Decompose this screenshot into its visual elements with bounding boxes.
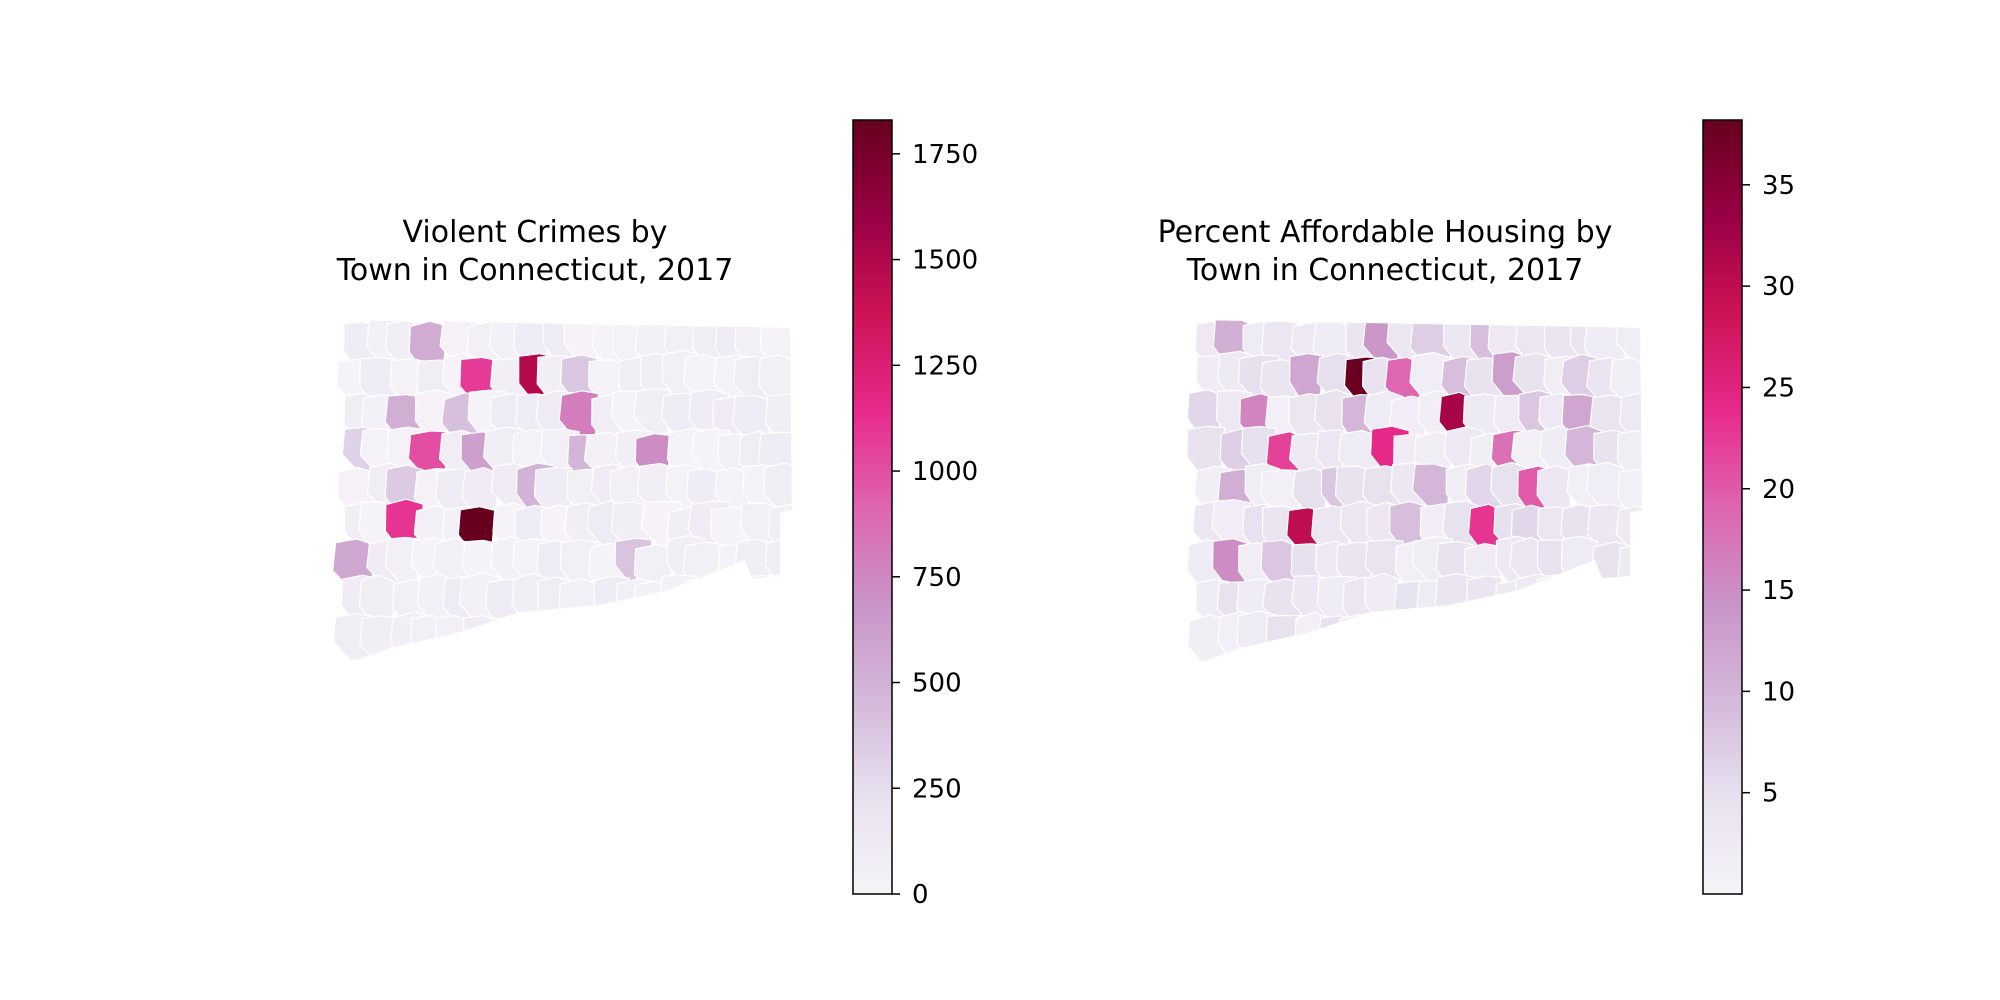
- town-polygon: [758, 354, 792, 407]
- town-polygon: [757, 617, 792, 667]
- colorbar-tick-label: 1500: [912, 246, 978, 276]
- colorbar-tick-label: 10: [1762, 677, 1795, 707]
- colorbar-tick-label: 15: [1762, 576, 1795, 606]
- town-polygon: [763, 462, 792, 514]
- town-polygon: [1467, 612, 1508, 664]
- town-polygon: [1317, 615, 1355, 668]
- town-polygon: [1617, 469, 1642, 518]
- affordable-housing-map-title: Percent Affordable Housing by Town in Co…: [1040, 214, 1730, 290]
- town-polygon: [693, 610, 734, 661]
- town-polygon: [663, 611, 706, 660]
- town-polygon: [1617, 544, 1642, 598]
- colorbar-tick-label: 30: [1762, 272, 1795, 302]
- town-polygon: [1616, 429, 1642, 483]
- town-polygon: [1360, 613, 1402, 669]
- town-polygon: [591, 614, 631, 665]
- colorbar-tick-label: 750: [912, 563, 962, 593]
- town-polygon: [658, 574, 698, 621]
- town-polygon: [1567, 612, 1608, 661]
- town-polygon: [1494, 580, 1531, 630]
- town-polygon: [1514, 573, 1556, 623]
- violent-crimes-title-line-2: Town in Connecticut, 2017: [336, 253, 734, 288]
- affordable-housing-map: [1186, 320, 1642, 670]
- violent-crimes-colorbar: 0 250 500 750 1000 1250 1500 1750: [852, 119, 978, 910]
- town-polygon: [1592, 615, 1631, 665]
- colorbar-tick-label: 250: [912, 774, 962, 804]
- town-polygon: [1544, 616, 1583, 666]
- town-polygon: [1412, 612, 1449, 666]
- affordable-housing-title-line-2: Town in Connecticut, 2017: [1186, 253, 1584, 288]
- town-polygon: [1337, 613, 1377, 662]
- violent-crimes-map-title: Violent Crimes by Town in Connecticut, 2…: [190, 214, 880, 290]
- affordable-housing-title-line-1: Percent Affordable Housing by: [1157, 215, 1613, 250]
- town-polygon: [715, 577, 757, 626]
- colorbar-tick-label: 1000: [912, 457, 978, 487]
- town-polygon: [1442, 616, 1480, 664]
- town-polygons: [1186, 320, 1642, 670]
- town-polygon: [1466, 575, 1503, 623]
- town-polygon: [510, 616, 549, 665]
- town-polygon: [632, 388, 671, 437]
- town-polygon: [759, 320, 792, 370]
- violent-crimes-title-line-1: Violent Crimes by: [402, 215, 668, 250]
- affordable-housing-colorbar: 5 10 15 20 25 30 35: [1702, 119, 1795, 895]
- town-polygon: [1588, 580, 1625, 631]
- town-polygon: [562, 613, 602, 662]
- town-polygon: [764, 538, 792, 587]
- violent-crimes-map: [332, 320, 792, 668]
- town-polygon: [1536, 573, 1574, 625]
- town-polygons: [332, 320, 792, 668]
- town-polygon: [767, 572, 792, 622]
- colorbar-tick-label: 1750: [912, 140, 978, 170]
- town-polygon: [741, 574, 781, 626]
- affordable-housing-colorbar-ticks: 5 10 15 20 25 30 35: [1742, 171, 1795, 809]
- town-polygon: [1394, 617, 1431, 670]
- affordable-housing-colorbar-bar: [1702, 119, 1743, 895]
- colorbar-tick-label: 0: [912, 880, 929, 910]
- town-polygon: [765, 393, 792, 445]
- town-polygon: [462, 614, 498, 666]
- town-polygon: [735, 612, 777, 660]
- town-polygon: [490, 615, 527, 667]
- colorbar-tick-label: 5: [1762, 779, 1779, 809]
- town-polygon: [1493, 616, 1533, 666]
- colorbar-tick-label: 20: [1762, 475, 1795, 505]
- colorbar-tick-label: 25: [1762, 373, 1795, 403]
- colorbar-tick-label: 500: [912, 669, 962, 699]
- violent-crimes-colorbar-ticks: 0 250 500 750 1000 1250 1500 1750: [892, 140, 978, 910]
- colorbar-tick-label: 1250: [912, 351, 978, 381]
- colorbar-tick-label: 35: [1762, 171, 1795, 201]
- town-polygon: [1560, 535, 1599, 591]
- town-polygon: [1612, 616, 1642, 664]
- town-polygon: [1518, 612, 1557, 661]
- violent-crimes-colorbar-bar: [852, 119, 893, 895]
- town-polygon: [1568, 578, 1609, 626]
- town-polygon: [684, 576, 725, 631]
- town-polygon: [1364, 572, 1401, 625]
- town-polygon: [714, 609, 756, 661]
- town-polygon: [558, 578, 600, 630]
- town-polygon: [641, 616, 684, 665]
- town-polygon: [682, 541, 725, 593]
- town-polygon: [617, 610, 656, 661]
- town-polygon: [1610, 579, 1642, 627]
- town-polygon: [535, 616, 571, 664]
